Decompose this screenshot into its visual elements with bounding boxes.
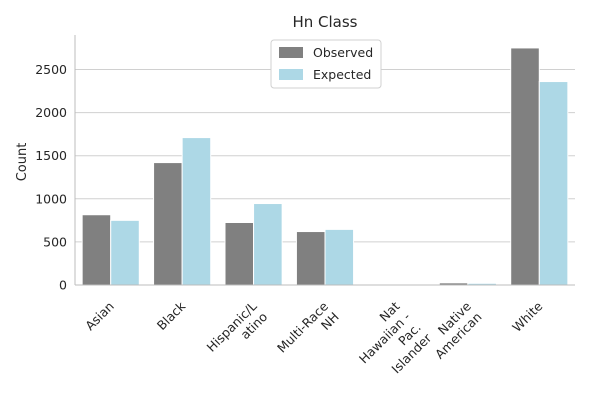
bar-expected-0 — [110, 219, 140, 286]
x-tick-label: Black — [154, 298, 189, 333]
x-tick-label-line: Asian — [82, 299, 117, 334]
legend-label-expected: Expected — [313, 67, 371, 82]
x-tick-label-line: White — [509, 298, 546, 335]
bar-expected-2 — [253, 203, 283, 286]
bar-observed-1 — [153, 162, 183, 286]
y-tick-label: 1500 — [35, 148, 67, 163]
x-tick-label: NativeAmerican — [421, 298, 484, 361]
bar-expected-3 — [324, 228, 355, 286]
bar-expected-1 — [181, 137, 212, 286]
grid-layer — [75, 68, 575, 243]
bar-observed-6 — [510, 47, 540, 286]
bar-observed-2 — [224, 222, 255, 286]
x-tick-label: Multi-RaceNH — [274, 298, 342, 366]
x-tick-labels: Asian Black Hispanic/Latino Multi-RaceNH Nat… — [82, 298, 546, 388]
y-tick-label: 0 — [59, 278, 67, 293]
y-tick-label: 500 — [43, 234, 67, 249]
legend: Observed Expected — [270, 39, 382, 89]
legend-swatch-expected — [279, 69, 303, 80]
x-tick-label: NatHawaiian -Pac.Islander — [345, 298, 435, 388]
legend-label-observed: Observed — [313, 45, 373, 60]
bars-layer — [81, 47, 569, 286]
x-tick-label: White — [509, 298, 546, 335]
y-tick-labels: 0 500 1000 1500 2000 2500 — [35, 62, 67, 293]
y-tick-label: 2000 — [35, 105, 67, 120]
bar-observed-3 — [295, 231, 326, 286]
legend-swatch-observed — [279, 47, 303, 58]
bar-observed-0 — [81, 214, 112, 286]
y-axis-label: Count — [15, 143, 30, 182]
x-tick-label-line: Black — [154, 298, 189, 333]
y-tick-label: 1000 — [35, 191, 67, 206]
bar-expected-6 — [538, 81, 569, 286]
y-tick-label: 2500 — [35, 62, 67, 77]
x-tick-label: Asian — [82, 299, 117, 334]
chart-title: Hn Class — [292, 13, 357, 31]
x-tick-label: Hispanic/Latino — [204, 298, 271, 365]
